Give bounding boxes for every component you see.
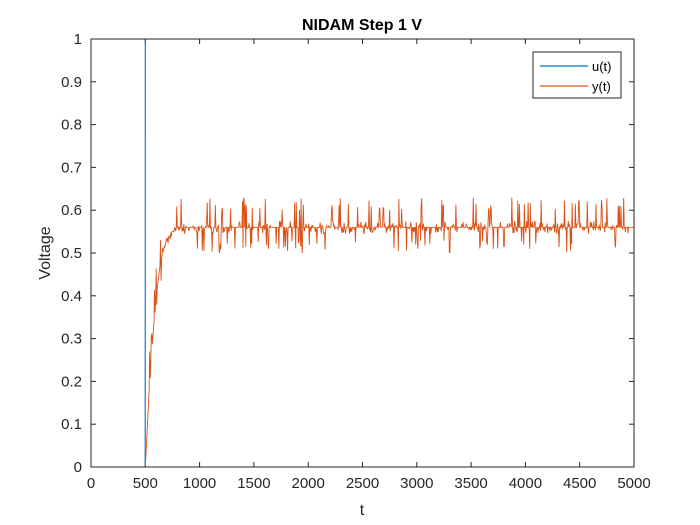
x-tick-label: 4000 xyxy=(509,475,542,492)
x-tick-label: 2500 xyxy=(346,475,379,492)
x-tick-label: 500 xyxy=(133,475,158,492)
x-tick-label: 5000 xyxy=(617,475,650,492)
y-tick-label: 0.1 xyxy=(61,416,82,433)
legend-box xyxy=(532,51,622,99)
x-tick-label: 4500 xyxy=(563,475,596,492)
y-axis-label: Voltage xyxy=(37,226,54,279)
x-tick-label: 3500 xyxy=(454,475,487,492)
y-tick-label: 0.8 xyxy=(61,117,82,134)
x-tick-label: 1000 xyxy=(183,475,216,492)
y-tick-label: 0 xyxy=(74,459,82,476)
x-tick-label: 1500 xyxy=(237,475,270,492)
legend: u(t) y(t) xyxy=(532,51,622,99)
x-tick-label: 3000 xyxy=(400,475,433,492)
legend-label-y: y(t) xyxy=(592,79,611,94)
y-tick-label: 0.4 xyxy=(61,288,82,305)
y-tick-label: 1 xyxy=(74,31,82,48)
series-layer xyxy=(91,38,634,468)
y-tick-label: 0.2 xyxy=(61,373,82,390)
y-tick-label: 0.7 xyxy=(61,159,82,176)
y-tick-label: 0.9 xyxy=(61,74,82,91)
x-tick-label: 2000 xyxy=(292,475,325,492)
x-axis-label: t xyxy=(360,502,365,519)
ticks-layer xyxy=(90,38,635,468)
series-line-y xyxy=(91,197,634,468)
series-line-u xyxy=(91,38,634,468)
x-tick-label: 0 xyxy=(87,475,95,492)
plot-area-border xyxy=(90,38,635,468)
legend-label-u: u(t) xyxy=(592,59,612,74)
chart-title: NIDAM Step 1 V xyxy=(302,17,422,34)
y-tick-label: 0.3 xyxy=(61,331,82,348)
y-tick-label: 0.5 xyxy=(61,245,82,262)
tick-labels-layer: 0 500 1000 1500 2000 2500 3000 3500 4000 4500 5000… xyxy=(61,31,651,492)
y-tick-label: 0.6 xyxy=(61,202,82,219)
